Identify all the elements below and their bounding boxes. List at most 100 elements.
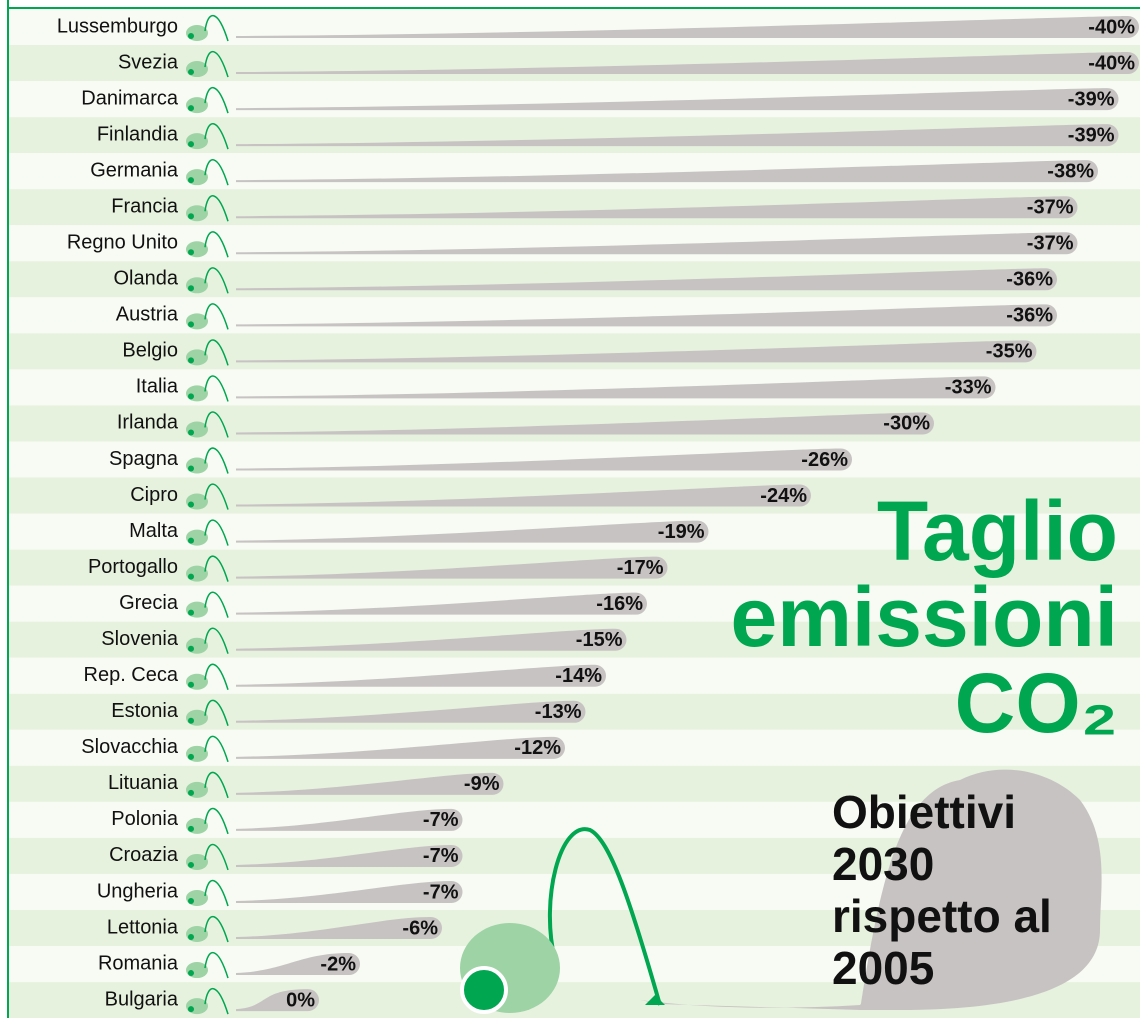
bar: [236, 88, 1119, 111]
vacuum-hose: [204, 411, 229, 438]
bar: [236, 520, 709, 543]
category-label: Olanda: [114, 268, 179, 290]
category-label: Bulgaria: [105, 988, 179, 1010]
category-label: Slovacchia: [81, 736, 179, 758]
vacuum-icon: [186, 926, 208, 943]
vacuum-wheel: [188, 177, 194, 184]
vacuum-icon: [186, 673, 208, 690]
category-label: Grecia: [119, 592, 179, 614]
vacuum-icon: [186, 565, 208, 582]
vacuum-icon: [186, 637, 208, 654]
bar: [236, 772, 504, 795]
bar: [236, 880, 463, 903]
value-label: -19%: [658, 521, 705, 543]
vacuum-icon: [186, 457, 208, 474]
vacuum-hose: [204, 699, 229, 727]
value-label: -35%: [986, 341, 1033, 363]
bar: [236, 700, 586, 723]
vacuum-hose: [204, 122, 229, 150]
vacuum-wheel: [188, 393, 194, 400]
vacuum-icon: [186, 385, 208, 402]
vacuum-icon: [186, 61, 208, 78]
value-label: -6%: [402, 917, 438, 939]
value-label: 0%: [286, 989, 315, 1011]
value-label: -36%: [1006, 305, 1053, 327]
vacuum-icon: [186, 781, 208, 798]
value-label: -37%: [1027, 197, 1074, 219]
vacuum-hose: [204, 447, 229, 474]
vacuum-icon: [186, 97, 208, 114]
vacuum-hose: [204, 339, 229, 366]
value-label: -9%: [464, 773, 500, 795]
vacuum-wheel: [188, 789, 194, 796]
category-label: Svezia: [118, 51, 179, 73]
vacuum-hose: [204, 231, 229, 258]
vacuum-icon: [186, 601, 208, 618]
value-label: -38%: [1047, 160, 1094, 182]
bar: [236, 376, 996, 399]
vacuum-hose: [204, 303, 229, 330]
bar: [236, 953, 360, 976]
vacuum-wheel: [188, 213, 194, 220]
vacuum-wheel: [188, 861, 194, 868]
value-label: -39%: [1068, 124, 1115, 146]
value-label: -30%: [883, 413, 930, 435]
value-label: -14%: [555, 665, 602, 687]
bar: [236, 124, 1119, 147]
value-label: -17%: [617, 557, 664, 579]
vacuum-hose: [204, 195, 229, 222]
vacuum-icon: [186, 998, 208, 1015]
bar: [236, 16, 1139, 39]
vacuum-hose: [204, 519, 229, 546]
vacuum-icon: [186, 889, 208, 906]
vacuum-icon: [186, 853, 208, 870]
vacuum-wheel: [188, 681, 194, 688]
cloud-shape: [860, 769, 1102, 1010]
vacuum-wheel: [188, 753, 194, 760]
value-label: -40%: [1088, 52, 1135, 74]
category-label: Malta: [129, 520, 179, 542]
category-label: Lussemburgo: [57, 15, 178, 37]
vacuum-wheel: [188, 573, 194, 580]
vacuum-wheel: [188, 501, 194, 508]
category-label: Polonia: [111, 808, 179, 830]
vacuum-icon: [186, 529, 208, 546]
category-label: Romania: [98, 952, 179, 974]
big-hose: [547, 827, 662, 1006]
vacuum-wheel: [188, 717, 194, 724]
bar: [236, 844, 463, 867]
vacuum-hose: [204, 86, 229, 114]
value-label: -7%: [423, 845, 459, 867]
big-nozzle: [645, 995, 665, 1005]
vacuum-wheel: [188, 141, 194, 148]
category-label: Danimarca: [81, 87, 179, 109]
category-label: Lettonia: [107, 916, 179, 938]
bar: [236, 160, 1098, 183]
vacuum-icon: [186, 313, 208, 330]
chart-title: Taglio emissioni CO₂: [730, 484, 1118, 750]
vacuum-icon: [186, 962, 208, 979]
vacuum-wheel: [188, 33, 194, 40]
value-label: -16%: [596, 593, 643, 615]
bar: [236, 232, 1078, 255]
vacuum-hose: [204, 267, 229, 294]
vacuum-icon: [186, 745, 208, 762]
vacuum-icon: [186, 25, 208, 42]
vacuum-hose: [204, 807, 229, 835]
vacuum-icon: [186, 205, 208, 222]
bar: [236, 664, 606, 687]
category-label: Lituania: [108, 772, 179, 794]
vacuum-wheel: [188, 1006, 194, 1013]
vacuum-wheel: [188, 645, 194, 652]
bar: [236, 196, 1078, 219]
value-label: -24%: [760, 485, 807, 507]
vacuum-hose: [204, 771, 229, 799]
vacuum-hose: [204, 555, 229, 582]
vacuum-wheel: [188, 970, 194, 977]
vacuum-hose: [204, 663, 229, 690]
cloud-tail: [640, 980, 880, 1010]
value-label: -2%: [320, 953, 356, 975]
value-label: -39%: [1068, 88, 1115, 110]
vacuum-hose: [204, 627, 229, 654]
bar: [236, 52, 1139, 75]
